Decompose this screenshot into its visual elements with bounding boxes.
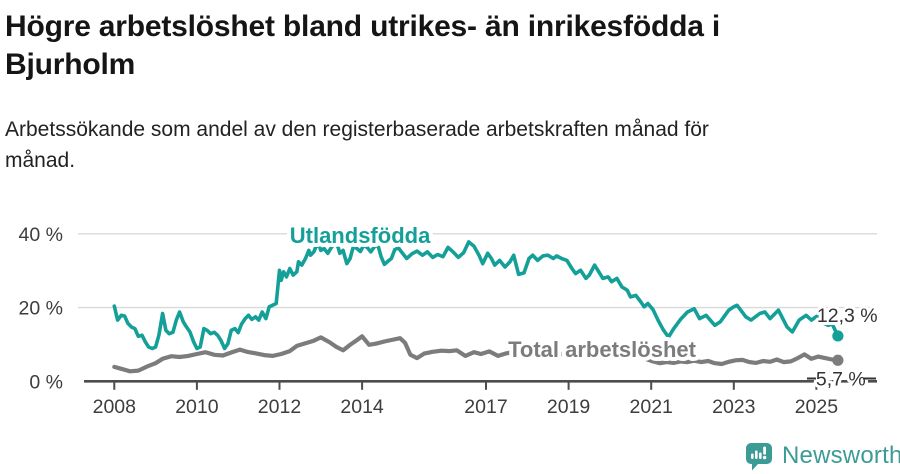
gridlines xyxy=(78,233,877,309)
x-axis-tick-label: 2025 xyxy=(795,396,839,418)
series-line xyxy=(112,240,840,351)
value-annotations: 12,3 % 5,7 % xyxy=(807,302,881,393)
series-end-dot xyxy=(832,330,844,342)
series-label: Utlandsfödda xyxy=(290,223,431,248)
newsworthy-logo-text: Newsworthy xyxy=(782,441,900,469)
x-axis-tick-label: 2017 xyxy=(464,396,507,418)
chart-subtitle-line2: månad. xyxy=(5,149,76,172)
series-label: Total arbetslöshet xyxy=(508,337,697,362)
series-line xyxy=(112,334,841,374)
end-value-label-utlandsfodda: 12,3 % xyxy=(817,305,878,327)
series-labels: Utlandsfödda Total arbetslöshet xyxy=(286,219,701,366)
y-axis-labels: 0 % 20 % 40 % xyxy=(19,224,63,393)
x-axis-tick-label: 2014 xyxy=(340,396,384,418)
series-end-dots xyxy=(832,330,844,366)
chart-subtitle: Arbetssökande som andel av den registerb… xyxy=(5,114,835,176)
newsworthy-logo-icon xyxy=(744,440,774,471)
chart-subtitle-line1: Arbetssökande som andel av den registerb… xyxy=(5,118,709,141)
page-title-line1: Högre arbetslöshet bland utrikes- än inr… xyxy=(5,10,720,43)
x-axis: 2008 2010 2012 2014 2017 2019 2021 2023 2025 xyxy=(84,379,877,418)
x-axis-tick-label: 2010 xyxy=(175,396,219,418)
y-axis-tick-label: 20 % xyxy=(19,298,63,320)
x-axis-tick-label: 2023 xyxy=(712,396,755,418)
y-axis-tick-label: 0 % xyxy=(29,371,63,393)
page-title: Högre arbetslöshet bland utrikes- än inr… xyxy=(5,8,865,84)
end-value-label-total: 5,7 % xyxy=(816,368,866,390)
x-axis-tick-label: 2012 xyxy=(258,396,301,418)
series-end-dot xyxy=(832,354,844,366)
y-axis-tick-label: 40 % xyxy=(19,224,63,246)
x-axis-tick-label: 2008 xyxy=(93,396,136,418)
x-axis-tick-label: 2021 xyxy=(630,396,673,418)
newsworthy-logo[interactable]: Newsworthy xyxy=(744,440,900,471)
x-axis-tick-label: 2019 xyxy=(547,396,590,418)
page-title-line2: Bjurholm xyxy=(5,48,136,81)
series-lines xyxy=(112,240,841,374)
